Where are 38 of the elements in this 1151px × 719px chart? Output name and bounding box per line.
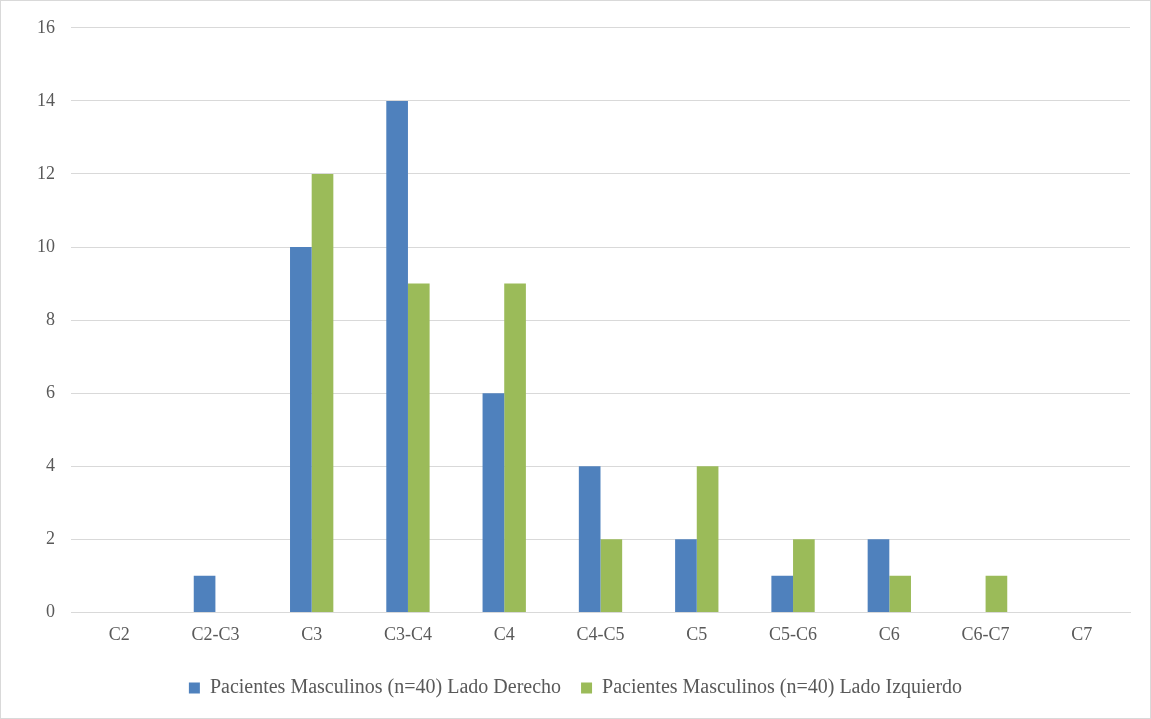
bar [771, 575, 794, 612]
y-tick-label: 6 [46, 381, 55, 402]
bar [793, 539, 815, 612]
x-tick-label: C3 [301, 623, 323, 644]
bar [675, 539, 697, 612]
y-tick-label: 16 [37, 16, 55, 37]
x-tick-label: C5 [686, 623, 708, 644]
bar [985, 575, 1008, 612]
bar [578, 466, 601, 612]
x-tick-label: C3-C4 [383, 623, 432, 644]
y-tick-label: 12 [37, 162, 55, 183]
x-tick-label: C2 [108, 623, 130, 644]
y-tick-label: 0 [46, 601, 55, 622]
y-tick-label: 2 [46, 528, 55, 549]
y-tick-label: 8 [46, 308, 55, 329]
x-tick-label: C7 [1071, 623, 1093, 644]
x-tick-label: C6-C7 [961, 623, 1010, 644]
bar [600, 539, 623, 612]
x-tick-label: C6 [878, 623, 900, 644]
legend-label: Pacientes Masculinos (n=40) Lado Derecho [209, 675, 562, 699]
bar [889, 575, 911, 612]
x-tick-label: C4 [493, 623, 515, 644]
x-tick-label: C4-C5 [576, 623, 625, 644]
y-tick-label: 10 [37, 235, 55, 256]
legend-label: Pacientes Masculinos (n=40) Lado Izquierdo [602, 675, 963, 699]
bar [482, 393, 505, 612]
bar [290, 247, 312, 612]
bar [504, 283, 526, 612]
y-tick-label: 14 [37, 89, 55, 110]
bar [193, 575, 216, 612]
bar [407, 283, 430, 612]
x-tick-label: C5-C6 [769, 623, 818, 644]
bar [386, 100, 408, 612]
x-tick-label: C2-C3 [191, 623, 240, 644]
bar [696, 466, 719, 612]
bar [867, 539, 890, 612]
y-tick-label: 4 [46, 454, 55, 475]
bar [311, 173, 334, 612]
